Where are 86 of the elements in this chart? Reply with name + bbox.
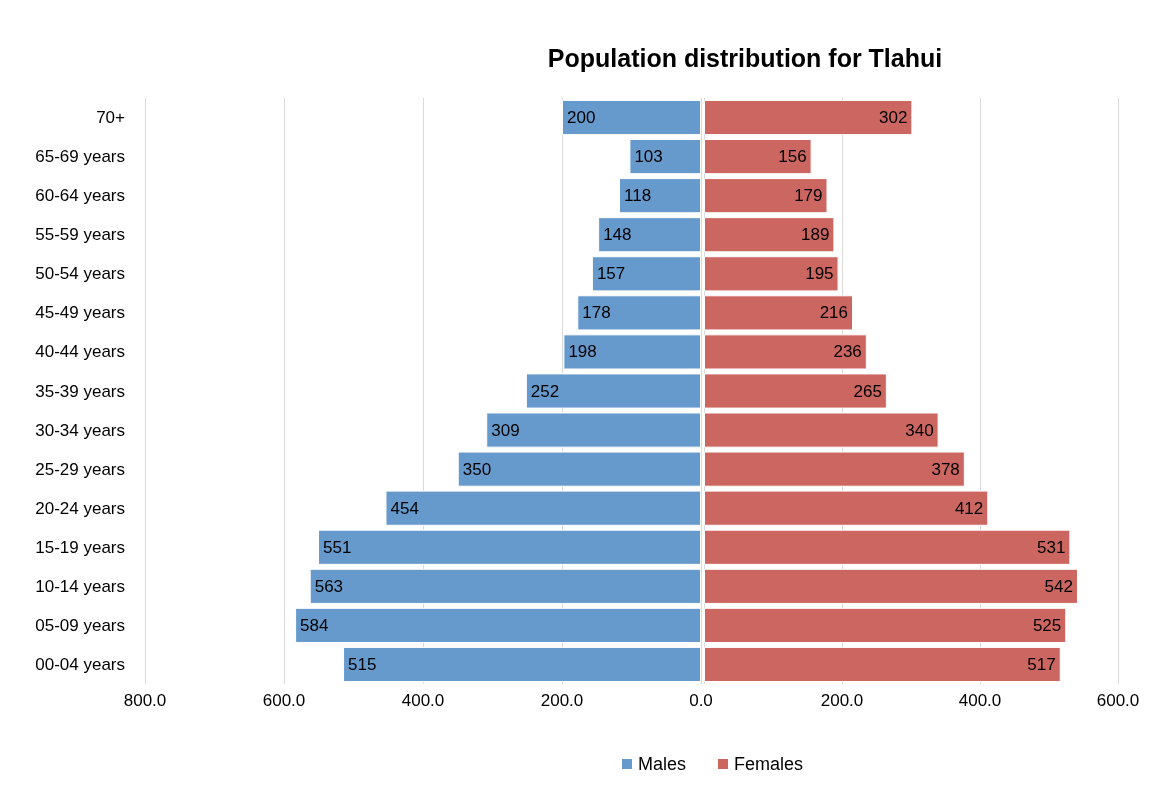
data-label: 236: [833, 342, 862, 362]
data-label: 195: [805, 264, 834, 284]
bar: [563, 334, 701, 370]
y-tick-label: 45-49 years: [35, 303, 125, 323]
x-tick-label: 600.0: [262, 691, 306, 710]
y-tick-label: 70+: [96, 108, 126, 128]
bar: [704, 451, 965, 487]
bar: [591, 256, 701, 292]
bar: [704, 412, 939, 448]
x-tick-label: 400.0: [958, 691, 1002, 710]
y-tick-label: 05-09 years: [35, 615, 125, 635]
y-tick-label: 40-44 years: [35, 342, 125, 362]
data-label: 378: [931, 459, 960, 479]
data-label: 252: [530, 381, 560, 401]
y-tick-label: 50-54 years: [35, 264, 125, 284]
chart-title: Population distribution for Tlahui: [547, 43, 943, 72]
bar: [704, 490, 989, 526]
bar: [704, 295, 854, 331]
bar: [486, 412, 701, 448]
bar: [704, 178, 828, 214]
data-label: 412: [954, 498, 984, 518]
x-tick-label: 200.0: [540, 691, 584, 710]
data-label: 148: [603, 225, 632, 245]
bar: [704, 334, 867, 370]
bar: [309, 568, 701, 604]
data-label: 118: [623, 186, 652, 206]
data-label: 309: [491, 420, 520, 440]
data-label: 350: [462, 459, 492, 479]
data-label: 563: [314, 576, 344, 596]
bar: [704, 256, 839, 292]
x-tick-label: 600.0: [1096, 691, 1140, 710]
data-label: 200: [567, 108, 596, 128]
x-tick-label: 0.0: [689, 691, 713, 710]
y-tick-label: 20-24 years: [35, 498, 125, 518]
y-tick-label: 60-64 years: [35, 186, 125, 206]
bar: [577, 295, 701, 331]
data-label: 178: [582, 303, 611, 323]
data-label: 551: [323, 537, 352, 557]
data-label: 103: [634, 147, 663, 167]
bar: [629, 139, 701, 175]
y-tick-label: 15-19 years: [35, 537, 125, 557]
bar: [704, 139, 812, 175]
y-tick-label: 35-39 years: [35, 381, 125, 401]
bar: [525, 373, 701, 409]
bar: [704, 373, 887, 409]
data-label: 157: [596, 264, 626, 284]
data-label: 584: [300, 615, 329, 635]
data-label: 198: [568, 342, 597, 362]
bar: [704, 217, 835, 253]
bar: [562, 99, 701, 136]
bar: [704, 99, 913, 136]
x-tick-label: 800.0: [123, 691, 167, 710]
x-tick-label: 400.0: [401, 691, 445, 710]
bar: [385, 490, 701, 526]
data-label: 265: [853, 381, 882, 401]
bar: [704, 646, 1061, 683]
bar: [318, 529, 701, 565]
data-label: 454: [390, 498, 419, 518]
data-label: 189: [801, 225, 830, 245]
data-label: 340: [905, 420, 934, 440]
data-label: 216: [819, 303, 849, 323]
bar: [295, 607, 701, 643]
data-label: 531: [1037, 537, 1066, 557]
y-tick-label: 55-59 years: [35, 225, 125, 245]
x-tick-label: 200.0: [820, 691, 864, 710]
bar: [457, 451, 701, 487]
data-label: 156: [778, 147, 807, 167]
y-tick-label: 00-04 years: [35, 654, 125, 674]
bar: [598, 217, 701, 253]
data-label: 517: [1027, 654, 1056, 674]
data-label: 542: [1044, 576, 1073, 596]
y-tick-label: 30-34 years: [35, 420, 125, 440]
y-tick-label: 25-29 years: [35, 459, 125, 479]
bar: [704, 529, 1071, 565]
bar: [704, 607, 1067, 643]
y-tick-label: 10-14 years: [35, 576, 125, 596]
legend-label: Males: [637, 754, 686, 774]
bar: [618, 178, 701, 214]
data-label: 525: [1032, 615, 1062, 635]
legend-label: Females: [734, 754, 804, 774]
data-label: 302: [879, 108, 908, 128]
y-tick-label: 65-69 years: [35, 147, 125, 167]
bar: [343, 646, 701, 683]
bar: [704, 568, 1078, 604]
data-label: 179: [794, 186, 823, 206]
data-label: 515: [348, 654, 377, 674]
